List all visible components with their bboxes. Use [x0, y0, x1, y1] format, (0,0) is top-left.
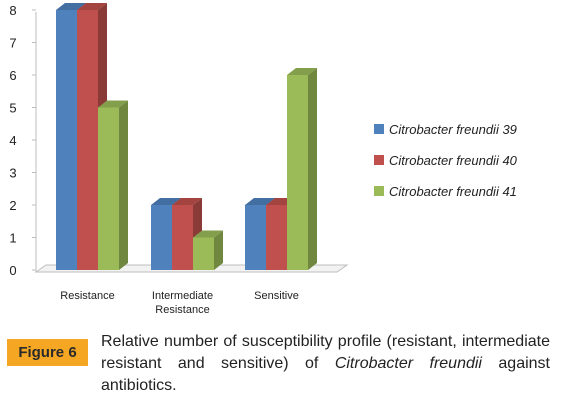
- legend-label: Citrobacter freundii 41: [389, 183, 517, 199]
- y-tick-label: 0: [9, 263, 16, 278]
- bar-top: [151, 198, 181, 205]
- y-tick-label: 3: [9, 166, 16, 181]
- bar-front: [98, 107, 119, 270]
- legend-swatch: [374, 186, 384, 196]
- y-tick-label: 4: [9, 133, 16, 148]
- bar-top: [287, 68, 317, 75]
- y-tick-label: 8: [9, 3, 16, 18]
- category-label: Sensitive: [254, 290, 299, 302]
- legend-swatch: [374, 155, 384, 165]
- bar: [98, 100, 128, 270]
- bar-top: [193, 230, 223, 238]
- bar-front: [193, 237, 214, 270]
- bar-series: [56, 3, 317, 270]
- legend-item: Citrobacter freundii 41: [374, 180, 554, 202]
- category-labels: Resistance Intermediate Resistance Sensitiv…: [60, 290, 299, 316]
- y-tick-label: 7: [9, 36, 16, 51]
- bar-front: [287, 75, 308, 270]
- y-tick-label: 1: [9, 231, 16, 246]
- bar-top: [172, 198, 202, 205]
- bar-front: [266, 205, 287, 270]
- caption-text-2: against antibiotics.: [101, 355, 550, 394]
- figure-label: Figure 6: [7, 339, 88, 366]
- bar-side: [308, 68, 317, 270]
- legend: Citrobacter freundii 39 Citrobacter freu…: [374, 118, 554, 211]
- bar-front: [56, 10, 77, 270]
- bar-top: [98, 100, 128, 108]
- figure-caption: Figure 6 Relative number of susceptibili…: [0, 328, 561, 405]
- legend-label: Citrobacter freundii 40: [389, 152, 517, 168]
- bar-front: [172, 205, 193, 270]
- y-tick-label: 2: [9, 198, 16, 213]
- y-tick-label: 6: [9, 68, 16, 83]
- legend-label: Citrobacter freundii 39: [389, 121, 517, 137]
- bar-top: [56, 3, 86, 10]
- bar-front: [77, 10, 98, 270]
- bar-side: [119, 100, 128, 270]
- bar-side: [214, 230, 223, 270]
- bar-top: [245, 198, 275, 205]
- category-label: Resistance: [155, 304, 209, 316]
- y-tick-label: 5: [9, 101, 16, 116]
- legend-item: Citrobacter freundii 39: [374, 118, 554, 140]
- y-axis-ticks: 0 1 2 3 4 5 6 7 8: [9, 3, 36, 278]
- legend-swatch: [374, 124, 384, 134]
- caption-species: Citrobacter freundii: [334, 355, 482, 372]
- bar: [287, 68, 317, 270]
- bar-front: [151, 205, 172, 270]
- bar: [193, 230, 223, 270]
- figure-caption-text: Relative number of susceptibility profil…: [101, 331, 550, 397]
- bar-top: [77, 3, 107, 10]
- category-label: Intermediate: [152, 290, 213, 302]
- legend-item: Citrobacter freundii 40: [374, 149, 554, 171]
- category-label: Resistance: [60, 290, 114, 302]
- caption-text-1: Relative number of susceptibility profil…: [101, 333, 550, 372]
- bar-front: [245, 205, 266, 270]
